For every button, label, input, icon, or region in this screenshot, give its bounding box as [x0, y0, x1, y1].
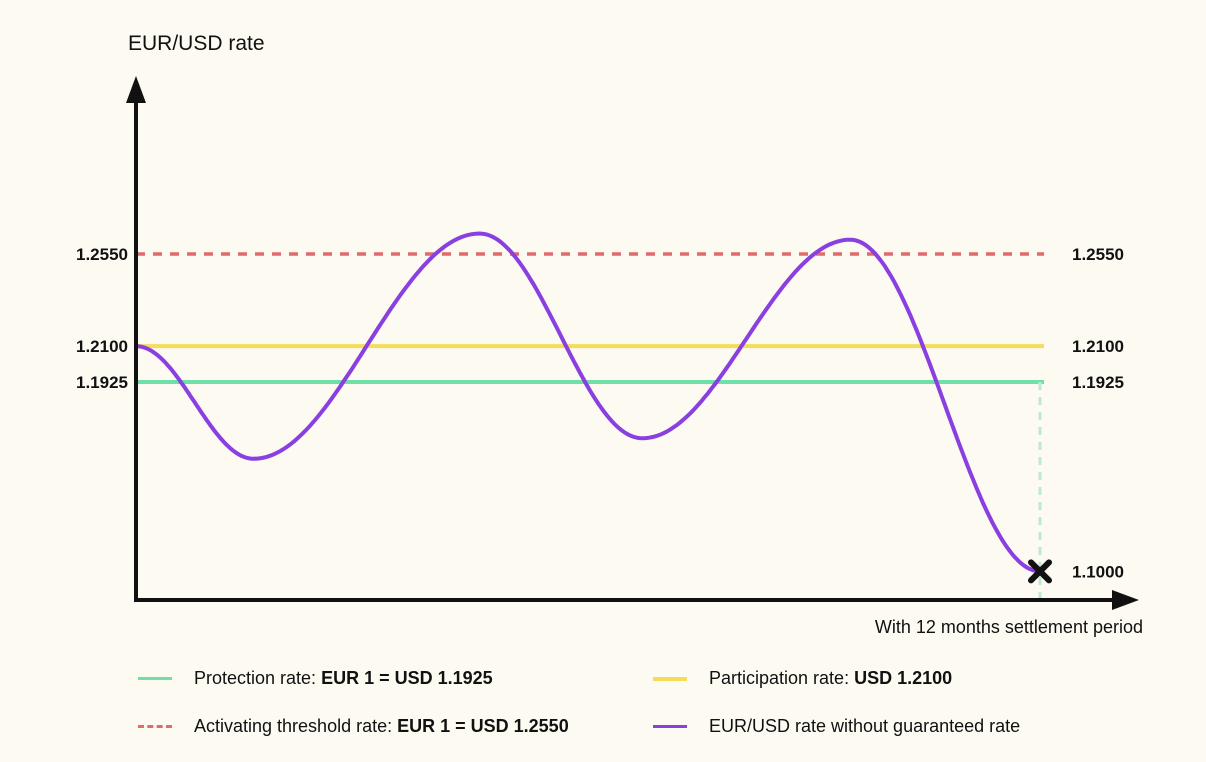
y-axis-arrow [126, 76, 146, 103]
legend-swatch [138, 725, 172, 728]
legend-bold: EUR 1 = USD 1.1925 [321, 668, 493, 688]
legend-text: Participation rate: [709, 668, 855, 688]
end-marker-stroke [1028, 559, 1052, 584]
x-axis-arrow [1112, 590, 1139, 610]
right-value-label: 1.2100 [1072, 337, 1124, 356]
legend-item-threshold: Activating threshold rate: EUR 1 = USD 1… [138, 716, 569, 737]
y-axis-title: EUR/USD rate [128, 32, 265, 55]
end-value-label: 1.1000 [1072, 562, 1124, 581]
series-line-eurusd [134, 231, 1042, 574]
axes [126, 76, 1139, 610]
legend-swatch [653, 725, 687, 728]
x-axis-title: With 12 months settlement period [875, 617, 1143, 637]
marker-layer: 1.1000 [1028, 559, 1124, 584]
legend-bold: USD 1.2100 [854, 668, 953, 688]
legend-item-participation: Participation rate: USD 1.2100 [653, 668, 952, 689]
legend-item-protection: Protection rate: EUR 1 = USD 1.1925 [138, 668, 493, 689]
right-value-label: 1.1925 [1072, 373, 1124, 392]
legend-bold: EUR 1 = USD 1.2550 [397, 716, 569, 736]
y-tick-label: 1.1925 [76, 373, 128, 392]
legend-swatch [653, 676, 687, 681]
legend-text: Activating threshold rate: [194, 716, 398, 736]
legend-text: EUR/USD rate without guaranteed rate [709, 716, 1021, 736]
right-value-label: 1.2550 [1072, 245, 1124, 264]
y-tick-label: 1.2100 [76, 337, 128, 356]
reference-lines: 1.2550 1.2550 1.2100 1.2100 1.1925 1.1925 [76, 245, 1124, 392]
y-tick-label: 1.2550 [76, 245, 128, 264]
legend-swatch [138, 677, 172, 680]
rate-chart: EUR/USD rate 1.2550 1.2550 1.2100 1.2100 1.1… [76, 32, 1143, 637]
legend-text: Protection rate: [194, 668, 322, 688]
legend-item-eurusd: EUR/USD rate without guaranteed rate [653, 716, 1020, 737]
series-layer [134, 231, 1042, 600]
